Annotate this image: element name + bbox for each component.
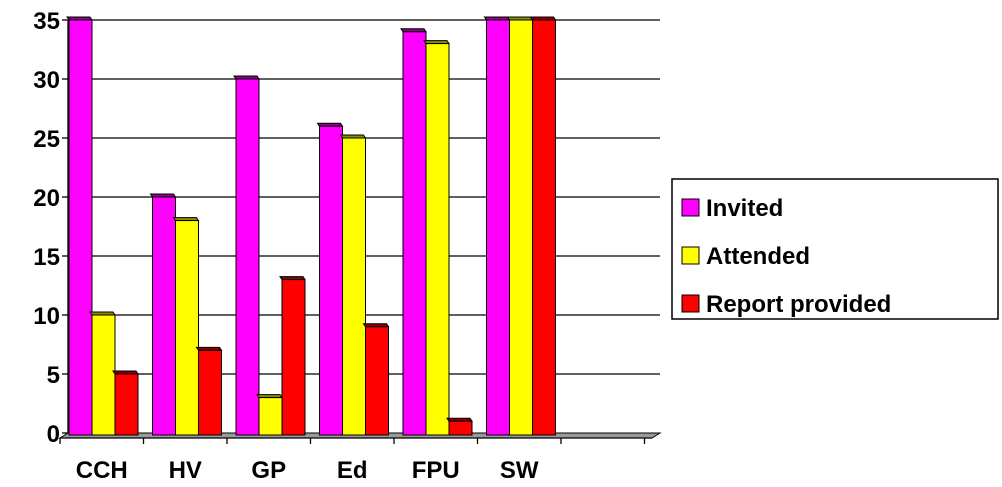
bar-attended: [509, 19, 533, 436]
bar-attended: [425, 43, 450, 436]
y-tick-label: 5: [47, 362, 60, 389]
legend-swatch: [681, 294, 700, 313]
legend-swatch: [681, 198, 700, 217]
bar-report-provided: [281, 279, 306, 436]
legend: Invited Attended Report provided: [671, 178, 999, 320]
x-tick-label: SW: [500, 457, 539, 484]
bars-layer: [66, 16, 557, 436]
bar-invited: [235, 78, 260, 436]
bar-invited: [68, 19, 93, 436]
legend-label: Attended: [706, 243, 810, 270]
y-tick-label: 15: [33, 244, 60, 271]
bar-invited: [486, 19, 510, 436]
x-tick-label: GP: [251, 457, 286, 484]
legend-label: Report provided: [706, 291, 891, 318]
bar-report-provided: [114, 373, 139, 436]
y-tick-label: 10: [33, 303, 60, 330]
x-tick-label: FPU: [412, 457, 460, 484]
bar-invited: [402, 31, 427, 436]
y-tick-label: 25: [33, 126, 60, 153]
legend-label: Invited: [706, 195, 783, 222]
x-tick-label: CCH: [76, 457, 128, 484]
y-tick-label: 30: [33, 67, 60, 94]
bar-attended: [258, 397, 283, 436]
bar-report-provided: [532, 19, 556, 436]
legend-box: [671, 178, 999, 320]
bar-attended: [342, 137, 366, 436]
bar-report-provided: [448, 420, 473, 436]
bar-report-provided: [198, 349, 222, 436]
y-tick-label: 0: [47, 421, 60, 448]
bar-attended: [175, 220, 199, 436]
axis-layer: [59, 19, 652, 444]
x-tick-label: HV: [169, 457, 202, 484]
bar-invited: [152, 196, 176, 436]
bar-report-provided: [365, 326, 389, 436]
y-tick-label: 35: [33, 8, 60, 35]
legend-swatch: [681, 246, 700, 265]
bar-attended: [91, 314, 116, 436]
bar-invited: [319, 125, 343, 436]
x-tick-label: Ed: [337, 457, 368, 484]
labels-layer: 0 5 10 15 20 25 30 35 CCH HV GP Ed FPU SW: [33, 8, 539, 484]
y-tick-label: 20: [33, 185, 60, 212]
